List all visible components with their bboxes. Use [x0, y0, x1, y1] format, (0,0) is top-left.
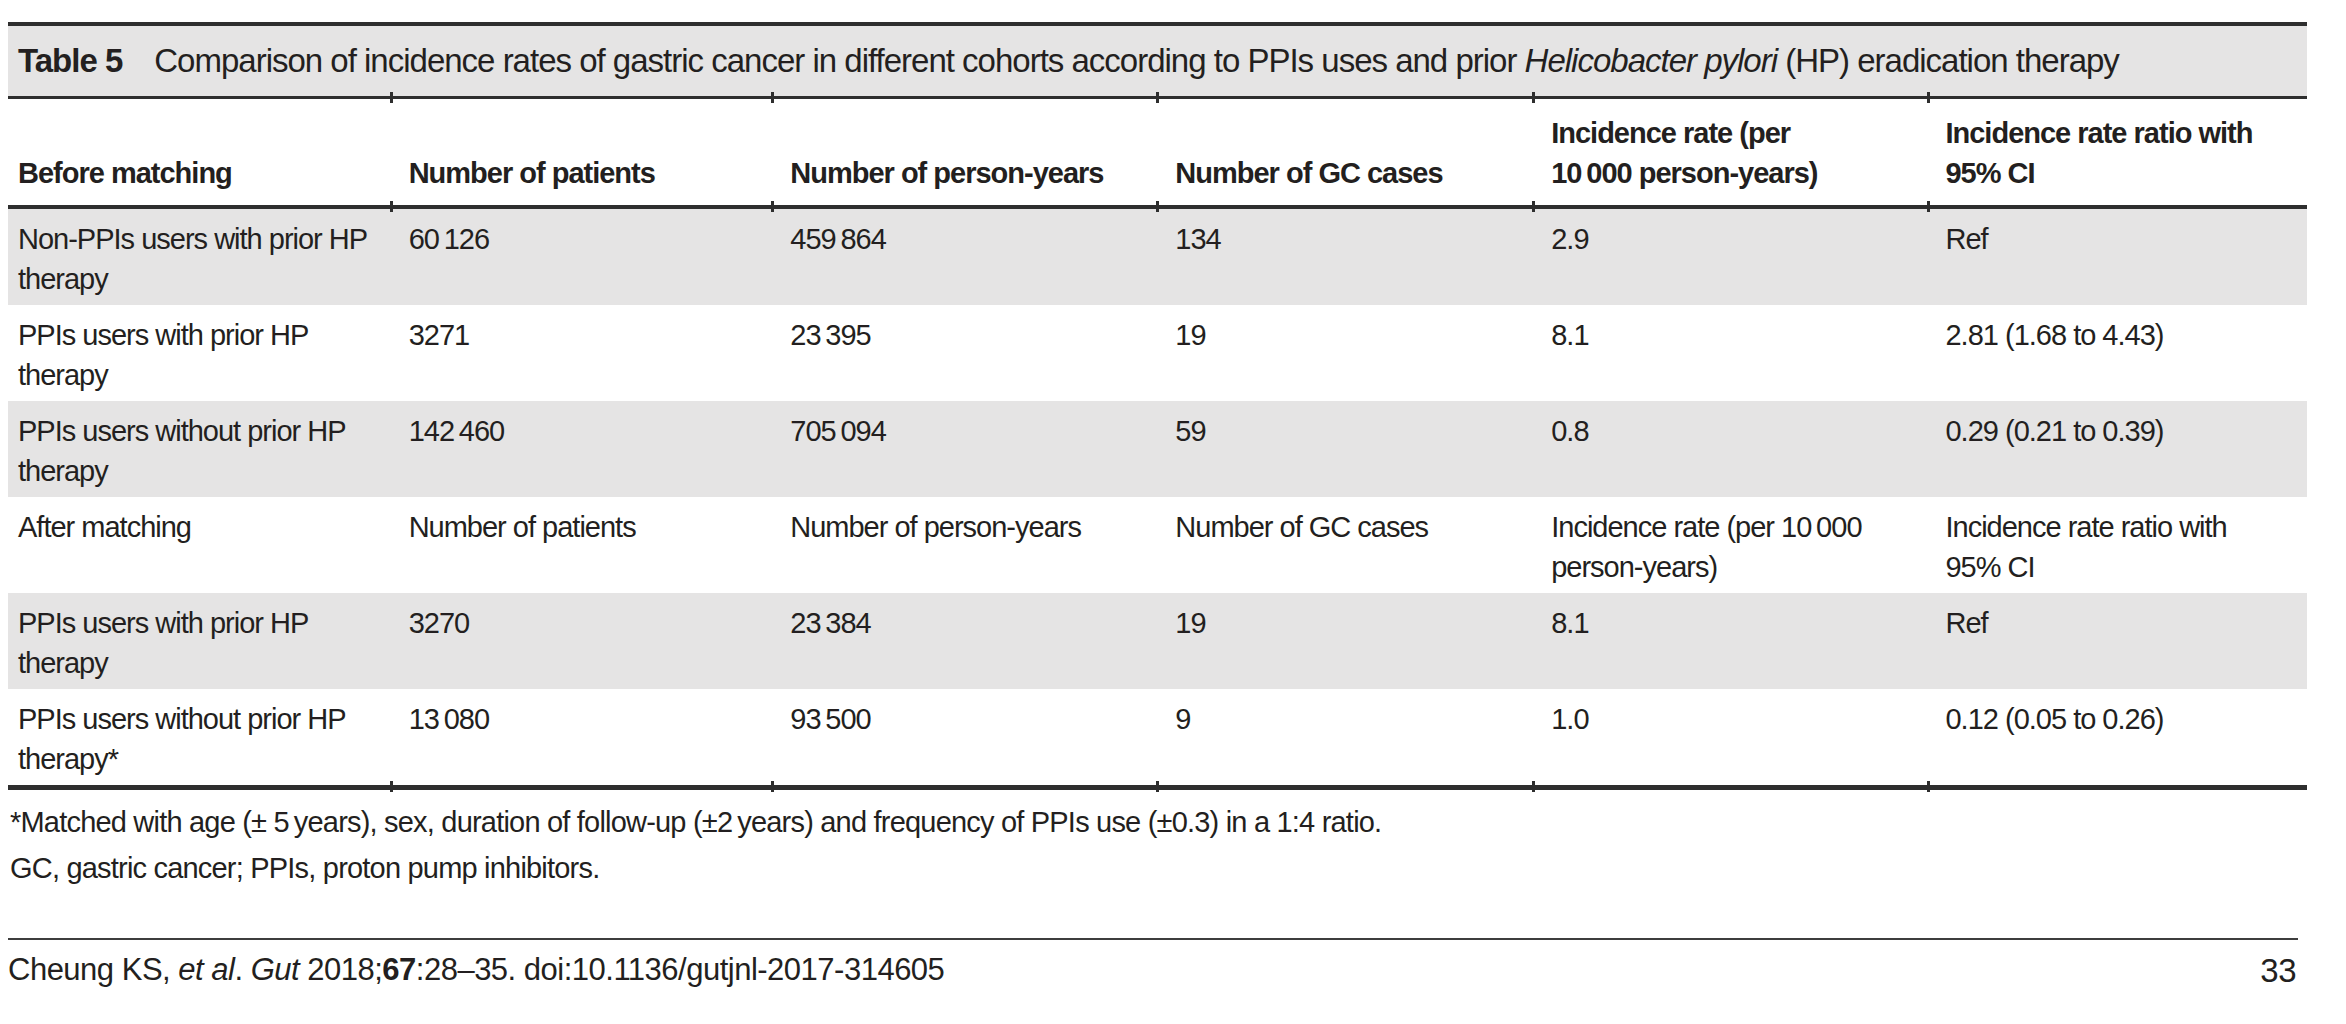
cell-cohort-label: PPIs users with prior HP therapy	[8, 305, 390, 401]
cell-person-years-header: Number of person-years	[771, 497, 1156, 593]
cell-gc-cases: 134	[1156, 209, 1532, 305]
column-header-person-years: Number of person-years	[771, 99, 1156, 205]
column-divider-tick	[1156, 201, 1159, 212]
cell-gc-cases: 9	[1156, 689, 1532, 785]
cell-cohort-label: PPIs users without prior HP therapy	[8, 401, 390, 497]
table-row: PPIs users without prior HP therapy 142 …	[8, 401, 2307, 497]
column-divider-tick	[1156, 781, 1159, 792]
footnote-matching: *Matched with age (± 5 years), sex, dura…	[10, 799, 2307, 845]
column-header-incidence-rate: Incidence rate (per 10 000 person-years)	[1532, 99, 1926, 205]
column-divider-tick	[390, 92, 393, 103]
page-number: 33	[2260, 952, 2298, 990]
column-divider-tick	[771, 201, 774, 212]
column-divider-tick	[771, 92, 774, 103]
table-number: Table 5	[18, 42, 122, 79]
cell-incidence-rate: 8.1	[1532, 305, 1926, 401]
table-row: Non-PPIs users with prior HP therapy 60 …	[8, 209, 2307, 305]
cell-irr: 0.29 (0.21 to 0.39)	[1926, 401, 2307, 497]
journal-table-page: Table 5 Comparison of incidence rates of …	[0, 0, 2346, 1024]
citation-volume: 67	[382, 952, 415, 987]
cell-person-years: 23 384	[771, 593, 1156, 689]
column-divider-tick	[1927, 201, 1930, 212]
column-divider-tick	[1532, 201, 1535, 212]
citation-separator: .	[234, 952, 250, 987]
caption-text: Comparison of incidence rates of gastric…	[154, 42, 1524, 79]
cell-irr: 0.12 (0.05 to 0.26)	[1926, 689, 2307, 785]
citation-authors: Cheung KS,	[8, 952, 178, 987]
caption-text-end: (HP) eradication therapy	[1777, 42, 2119, 79]
cell-irr: 2.81 (1.68 to 4.43)	[1926, 305, 2307, 401]
cell-irr: Ref	[1926, 593, 2307, 689]
column-divider-tick	[1927, 781, 1930, 792]
cell-patients: 60 126	[390, 209, 772, 305]
cell-person-years: 23 395	[771, 305, 1156, 401]
column-divider-tick	[390, 201, 393, 212]
cell-patients: 142 460	[390, 401, 772, 497]
column-header-patients: Number of patients	[390, 99, 772, 205]
caption-italic-species: Helicobacter pylori	[1525, 42, 1777, 79]
table-row: PPIs users with prior HP therapy 3271 23…	[8, 305, 2307, 401]
table-footnotes: *Matched with age (± 5 years), sex, dura…	[8, 790, 2307, 891]
column-header-irr: Incidence rate ratio with 95% CI	[1926, 99, 2307, 205]
cell-section-label: After matching	[8, 497, 390, 593]
table-row-after-matching: After matching Number of patients Number…	[8, 497, 2307, 593]
citation: Cheung KS, et al. Gut 2018;67:28–35. doi…	[8, 952, 944, 988]
cell-cohort-label: Non-PPIs users with prior HP therapy	[8, 209, 390, 305]
table-figure: Table 5 Comparison of incidence rates of …	[8, 22, 2307, 891]
citation-etal: et al	[178, 952, 234, 987]
table-row: PPIs users without prior HP therapy* 13 …	[8, 689, 2307, 785]
column-divider-tick	[1532, 92, 1535, 103]
table-row: PPIs users with prior HP therapy 3270 23…	[8, 593, 2307, 689]
citation-pages-doi: :28–35. doi:10.1136/gutjnl-2017-314605	[416, 952, 945, 987]
column-divider-tick	[1532, 781, 1535, 792]
cell-incidence-rate: 2.9	[1532, 209, 1926, 305]
column-divider-tick	[771, 781, 774, 792]
cell-patients: 13 080	[390, 689, 772, 785]
caption-divider-rule	[8, 96, 2307, 99]
footnote-abbreviations: GC, gastric cancer; PPIs, proton pump in…	[10, 845, 2307, 891]
column-header-before-matching: Before matching	[8, 99, 390, 205]
cell-person-years: 705 094	[771, 401, 1156, 497]
cell-patients: 3271	[390, 305, 772, 401]
cell-gc-cases: 59	[1156, 401, 1532, 497]
table-caption: Table 5 Comparison of incidence rates of …	[8, 26, 2307, 96]
cell-incidence-rate: 0.8	[1532, 401, 1926, 497]
cell-incidence-rate: 1.0	[1532, 689, 1926, 785]
header-row: Before matching Number of patients Numbe…	[8, 99, 2307, 205]
citation-year: 2018;	[299, 952, 382, 987]
data-table: Non-PPIs users with prior HP therapy 60 …	[8, 209, 2307, 785]
citation-journal: Gut	[251, 952, 299, 987]
column-divider-tick	[390, 781, 393, 792]
cell-irr: Ref	[1926, 209, 2307, 305]
header-table: Before matching Number of patients Numbe…	[8, 99, 2307, 205]
cell-cohort-label: PPIs users without prior HP therapy*	[8, 689, 390, 785]
cell-person-years: 459 864	[771, 209, 1156, 305]
cell-irr-header: Incidence rate ratio with 95% CI	[1926, 497, 2307, 593]
cell-patients-header: Number of patients	[390, 497, 772, 593]
page-footer: Cheung KS, et al. Gut 2018;67:28–35. doi…	[8, 938, 2298, 990]
cell-incidence-rate-header: Incidence rate (per 10 000 person-years)	[1532, 497, 1926, 593]
cell-person-years: 93 500	[771, 689, 1156, 785]
cell-patients: 3270	[390, 593, 772, 689]
column-divider-tick	[1927, 92, 1930, 103]
column-header-gc-cases: Number of GC cases	[1156, 99, 1532, 205]
header-divider-rule	[8, 205, 2307, 209]
cell-gc-cases: 19	[1156, 305, 1532, 401]
cell-gc-cases-header: Number of GC cases	[1156, 497, 1532, 593]
table-top-rule	[8, 22, 2307, 26]
table-bottom-rule	[8, 785, 2307, 790]
cell-gc-cases: 19	[1156, 593, 1532, 689]
cell-cohort-label: PPIs users with prior HP therapy	[8, 593, 390, 689]
cell-incidence-rate: 8.1	[1532, 593, 1926, 689]
column-divider-tick	[1156, 92, 1159, 103]
